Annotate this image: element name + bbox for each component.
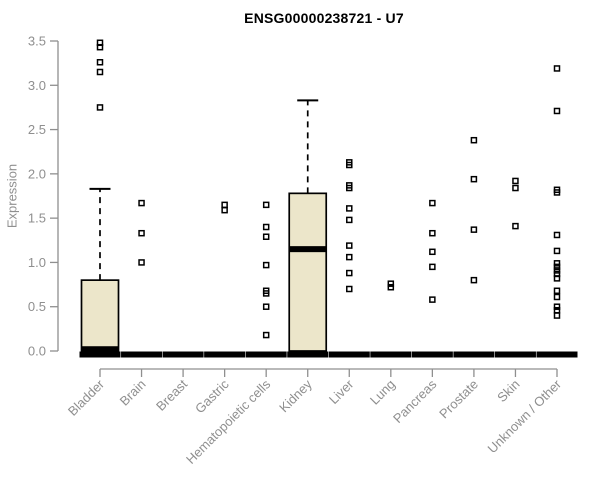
outlier-point: [346, 216, 353, 224]
outlier-point: [262, 331, 270, 339]
median-line: [81, 346, 119, 353]
outlier-point: [221, 201, 228, 209]
outlier-point: [553, 247, 561, 255]
outlier-point: [553, 312, 561, 319]
outlier-point: [138, 199, 145, 207]
outlier-point: [553, 107, 561, 115]
y-tick-label: 0.0: [28, 344, 46, 359]
collapsed-box-bar: [162, 351, 204, 358]
x-tick-label: Brain: [117, 377, 149, 409]
collapsed-box-bar: [328, 351, 370, 358]
outlier-point: [553, 260, 561, 267]
collapsed-box-bar: [536, 351, 578, 358]
outlier-point: [429, 199, 436, 207]
x-tick-label: Skin: [494, 377, 522, 405]
zero-median-bar: [287, 351, 329, 358]
outlier-point: [138, 259, 145, 266]
collapsed-box-bar: [370, 351, 412, 358]
outlier-point: [553, 267, 561, 274]
box: [288, 192, 328, 352]
x-tick-label: Pancreas: [390, 376, 440, 426]
x-tick-label: Prostate: [436, 377, 481, 422]
outlier-point: [470, 175, 478, 183]
collapsed-box-bar: [411, 351, 453, 358]
outlier-point: [553, 287, 561, 295]
outlier-point: [387, 283, 395, 291]
y-tick-label: 3.5: [28, 34, 46, 49]
y-tick-label: 2.0: [28, 166, 46, 181]
outlier-point: [138, 229, 145, 237]
collapsed-box-bar: [121, 351, 163, 358]
y-tick-label: 1.0: [28, 255, 46, 270]
outlier-point: [470, 136, 478, 144]
outlier-point: [96, 104, 104, 111]
outlier-point: [429, 229, 436, 237]
outlier-point: [470, 226, 478, 233]
collapsed-box-bar: [494, 351, 536, 358]
outlier-point: [553, 303, 561, 310]
outlier-point: [262, 201, 270, 209]
outlier-point: [429, 248, 436, 256]
outlier-point: [262, 303, 270, 310]
outlier-point: [346, 269, 353, 277]
outlier-point: [387, 280, 395, 287]
y-tick-label: 1.5: [28, 211, 46, 226]
outlier-point: [346, 184, 353, 192]
outlier-point: [429, 263, 436, 271]
x-tick-label: Unknown / Other: [485, 376, 565, 456]
outlier-point: [262, 233, 270, 240]
outlier-point: [512, 222, 519, 230]
x-tick-label: Bladder: [65, 376, 108, 419]
y-axis-title: Expression: [4, 163, 20, 229]
x-tick-label: Breast: [153, 376, 190, 413]
outlier-point: [553, 189, 561, 196]
collapsed-box-bar: [245, 351, 287, 358]
outlier-point: [429, 296, 436, 303]
outlier-point: [553, 231, 561, 239]
x-tick-label: Kidney: [276, 376, 315, 415]
outlier-point: [346, 205, 353, 212]
collapsed-box-bar: [204, 351, 246, 358]
outlier-point: [96, 68, 104, 76]
y-tick-label: 0.5: [28, 299, 46, 314]
box: [80, 279, 120, 352]
outlier-point: [553, 275, 561, 282]
outlier-point: [553, 293, 561, 301]
outlier-point: [96, 59, 104, 66]
outlier-point: [262, 290, 270, 297]
outlier-point: [96, 43, 104, 51]
median-line: [289, 246, 327, 253]
y-tick-label: 2.5: [28, 122, 46, 137]
outlier-point: [262, 223, 270, 231]
outlier-point: [512, 184, 519, 192]
x-tick-label: Lung: [367, 377, 398, 408]
outlier-point: [346, 161, 353, 169]
outlier-point: [221, 206, 228, 214]
outlier-point: [553, 307, 561, 314]
outlier-point: [346, 242, 353, 249]
outlier-point: [346, 285, 353, 293]
outlier-point: [346, 253, 353, 261]
x-tick-label: Gastric: [192, 376, 232, 416]
zero-median-bar: [79, 351, 121, 358]
outlier-point: [470, 276, 478, 284]
collapsed-box-bar: [453, 351, 495, 358]
y-tick-label: 3.0: [28, 78, 46, 93]
chart-title: ENSG00000238721 - U7: [244, 10, 404, 26]
outlier-point: [512, 177, 519, 185]
outlier-point: [553, 263, 561, 271]
outlier-point: [262, 261, 270, 269]
outlier-point: [553, 65, 561, 72]
x-tick-label: Liver: [326, 376, 357, 407]
